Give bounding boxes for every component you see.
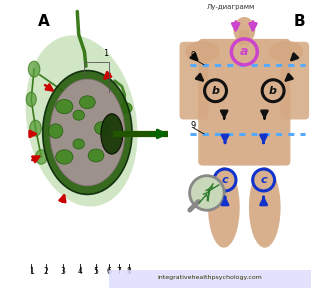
Ellipse shape — [269, 41, 303, 63]
Ellipse shape — [50, 79, 125, 186]
Ellipse shape — [56, 99, 73, 114]
Ellipse shape — [26, 35, 137, 206]
FancyBboxPatch shape — [240, 30, 249, 45]
Ellipse shape — [185, 41, 220, 63]
Ellipse shape — [121, 103, 132, 113]
Text: 1: 1 — [29, 268, 34, 276]
Text: c: c — [222, 175, 228, 185]
Text: c: c — [260, 175, 267, 185]
Ellipse shape — [101, 114, 123, 154]
Text: b: b — [269, 86, 277, 96]
Ellipse shape — [28, 61, 40, 77]
FancyBboxPatch shape — [179, 42, 208, 120]
Ellipse shape — [79, 96, 95, 109]
Ellipse shape — [43, 71, 132, 194]
Text: b: b — [212, 86, 219, 96]
Ellipse shape — [48, 124, 63, 138]
Text: 1: 1 — [103, 49, 109, 58]
FancyBboxPatch shape — [198, 39, 290, 166]
Circle shape — [190, 176, 224, 210]
Text: 6: 6 — [107, 268, 112, 276]
Ellipse shape — [249, 167, 281, 248]
Ellipse shape — [36, 150, 47, 164]
Text: 8: 8 — [127, 268, 131, 276]
Text: 9: 9 — [191, 121, 196, 130]
Text: 3: 3 — [60, 268, 65, 276]
Text: a: a — [240, 45, 249, 58]
Ellipse shape — [56, 150, 73, 164]
Text: 2: 2 — [43, 268, 48, 276]
Ellipse shape — [73, 110, 84, 120]
Text: 5: 5 — [93, 268, 98, 276]
Bar — [109, 270, 310, 288]
FancyBboxPatch shape — [280, 42, 309, 120]
Text: 7: 7 — [117, 268, 122, 276]
Ellipse shape — [94, 122, 109, 135]
Ellipse shape — [88, 149, 104, 162]
Text: A: A — [38, 14, 50, 29]
Ellipse shape — [26, 92, 36, 107]
Text: 4: 4 — [78, 268, 83, 276]
Text: Лу-диаграмм: Лу-диаграмм — [207, 4, 255, 10]
Ellipse shape — [73, 139, 84, 149]
Ellipse shape — [30, 120, 41, 136]
Ellipse shape — [234, 17, 255, 43]
Text: B: B — [293, 14, 305, 29]
Text: integrativehealthpsychology.com: integrativehealthpsychology.com — [157, 274, 262, 280]
Ellipse shape — [208, 167, 240, 248]
Text: 9: 9 — [191, 51, 196, 60]
